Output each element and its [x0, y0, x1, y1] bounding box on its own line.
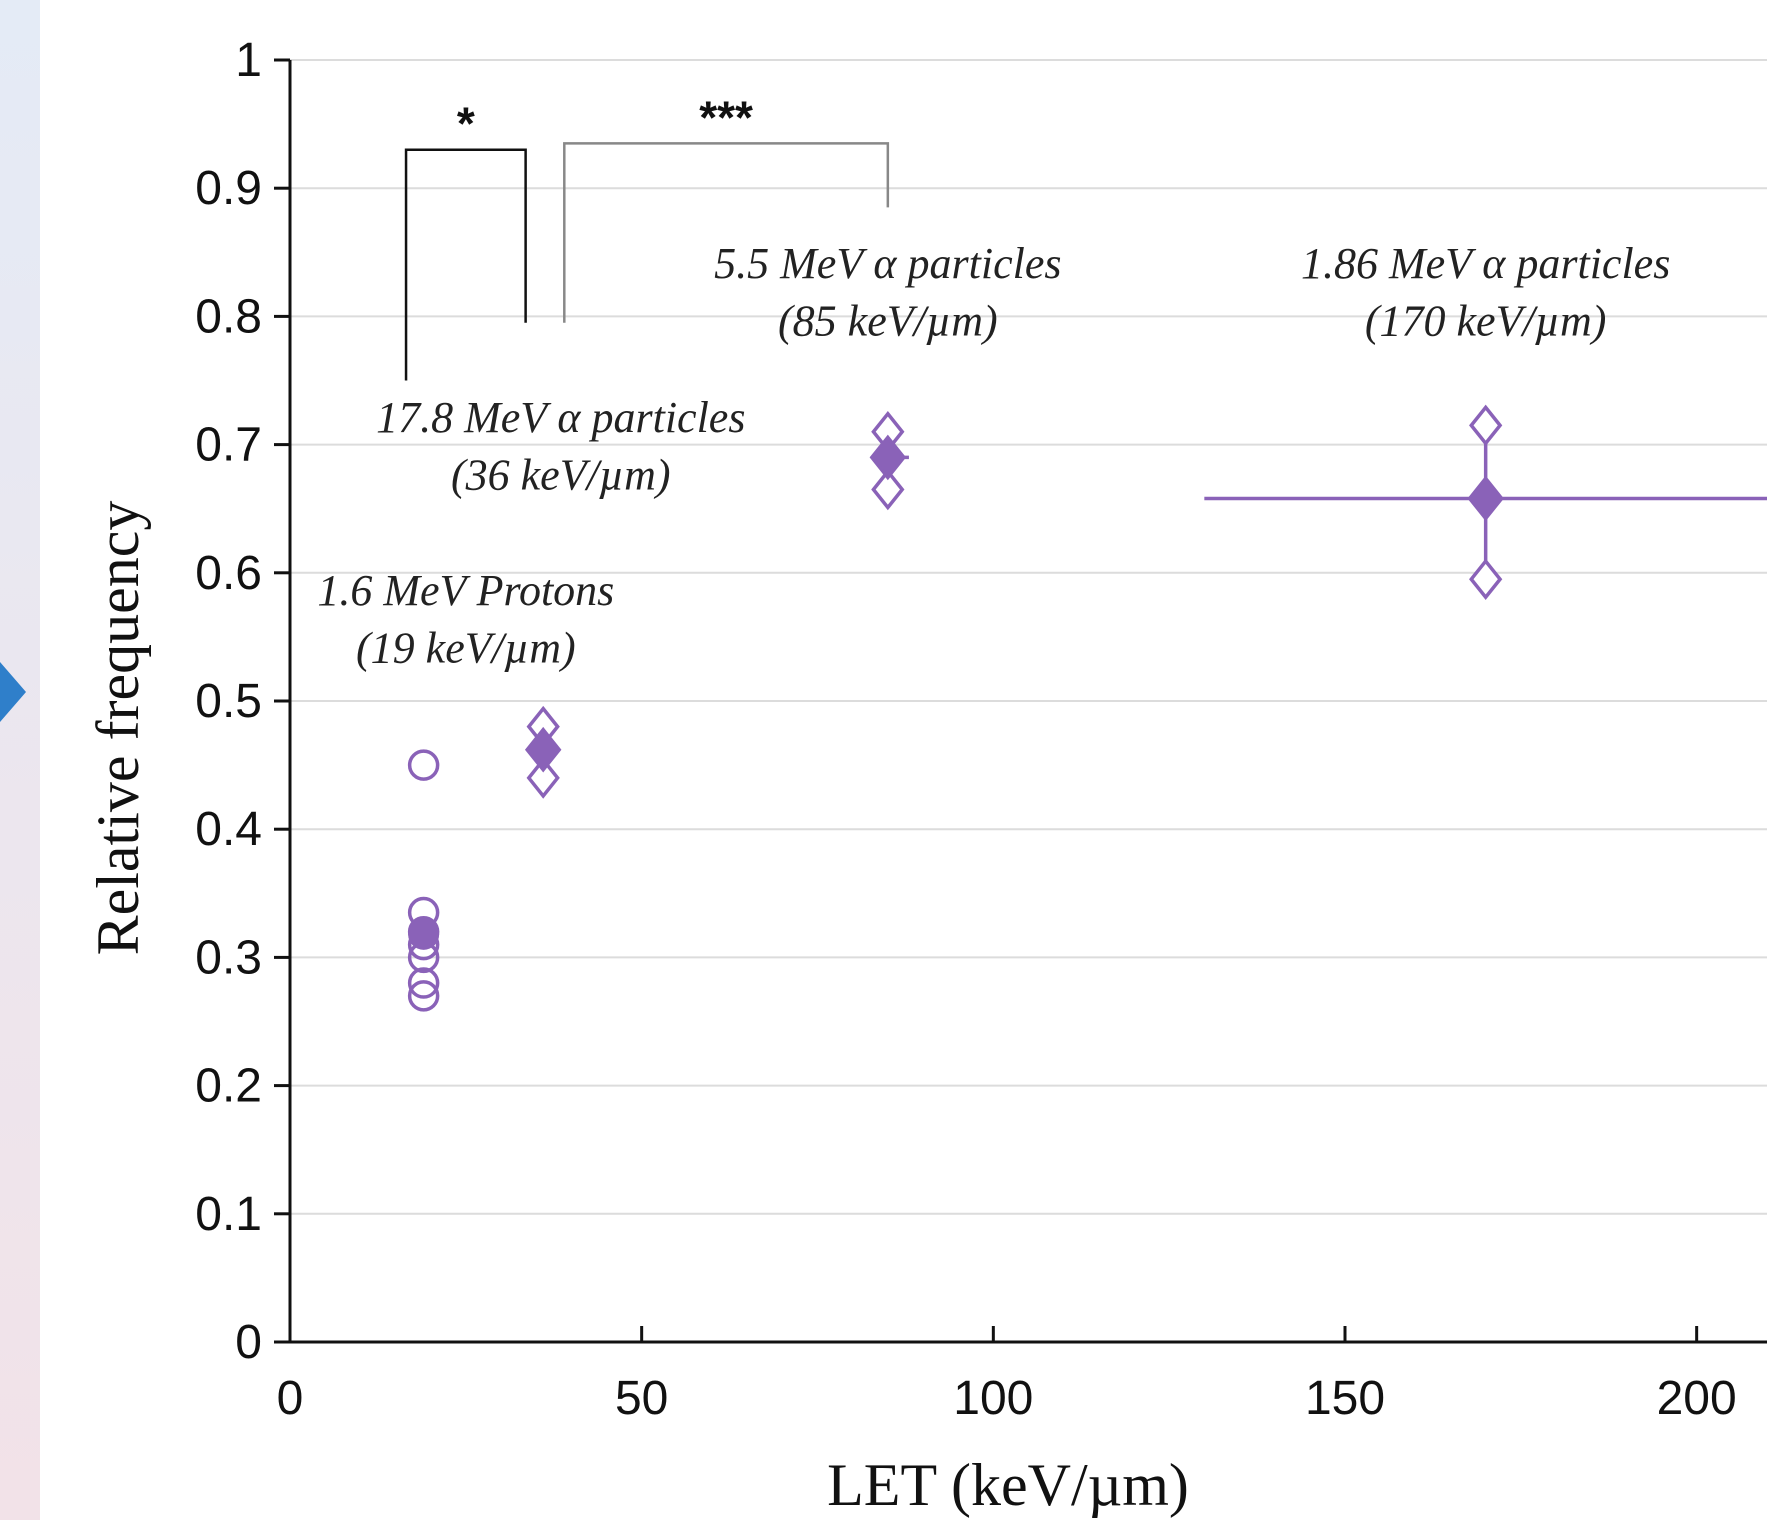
group-label-line1: 5.5 MeV α particles — [714, 239, 1061, 288]
x-tick-label: 0 — [277, 1372, 304, 1425]
significance-label: *** — [699, 91, 753, 143]
y-tick-label: 0.7 — [195, 419, 262, 472]
mean-point — [1467, 475, 1504, 522]
individual-point — [871, 468, 905, 511]
significance-bracket — [404, 148, 527, 381]
individual-point — [1469, 558, 1503, 601]
y-tick-label: 0 — [235, 1316, 262, 1369]
group-label-line2: (170 keV/µm) — [1365, 297, 1607, 346]
significance-bracket — [563, 142, 890, 323]
y-tick-label: 0.8 — [195, 290, 262, 343]
mean-point — [869, 434, 907, 481]
y-tick-label: 0.5 — [195, 675, 262, 728]
x-tick-label: 200 — [1657, 1372, 1737, 1425]
x-tick-label: 100 — [953, 1372, 1033, 1425]
y-tick-label: 0.9 — [195, 162, 262, 215]
group-label-line1: 1.86 MeV α particles — [1301, 239, 1670, 288]
gridlines — [290, 59, 1767, 1215]
group-label-line2: (85 keV/µm) — [778, 297, 998, 346]
significance-label: * — [457, 98, 475, 150]
individual-point — [1469, 404, 1503, 447]
axes: 0 0.1 0.2 0.3 0.4 0.5 0.6 0.7 0.8 0.9 1 0 50 100 150 20… — [195, 34, 1767, 1425]
arrow-right-icon — [0, 662, 26, 722]
mean-point — [524, 726, 562, 773]
data-points — [407, 404, 1767, 1012]
individual-point — [526, 757, 560, 799]
y-tick-label: 1 — [235, 34, 262, 87]
x-tick-label: 50 — [615, 1372, 668, 1425]
side-strip — [0, 0, 40, 1520]
individual-point — [407, 749, 440, 781]
individual-point — [407, 967, 440, 999]
y-axis-title: Relative frequency — [85, 501, 151, 956]
y-tick-label: 0.6 — [195, 547, 262, 600]
y-tick-label: 0.4 — [195, 803, 262, 856]
x-axis-title: LET (keV/µm) — [827, 1452, 1189, 1518]
group-label-line1: 17.8 MeV α particles — [376, 393, 745, 442]
y-tick-label: 0.3 — [195, 931, 262, 984]
y-tick-label: 0.2 — [195, 1060, 262, 1113]
group-label-line2: (19 keV/µm) — [356, 624, 576, 673]
group-label-line1: 1.6 MeV Protons — [317, 566, 614, 615]
individual-point — [407, 980, 440, 1012]
x-tick-label: 150 — [1305, 1372, 1385, 1425]
significance-brackets: * *** — [404, 91, 890, 381]
annotations: 1.6 MeV Protons (19 keV/µm) 17.8 MeV α par… — [317, 239, 1670, 673]
mean-point — [408, 918, 440, 950]
y-tick-label: 0.1 — [195, 1188, 262, 1241]
group-label-line2: (36 keV/µm) — [451, 450, 671, 499]
